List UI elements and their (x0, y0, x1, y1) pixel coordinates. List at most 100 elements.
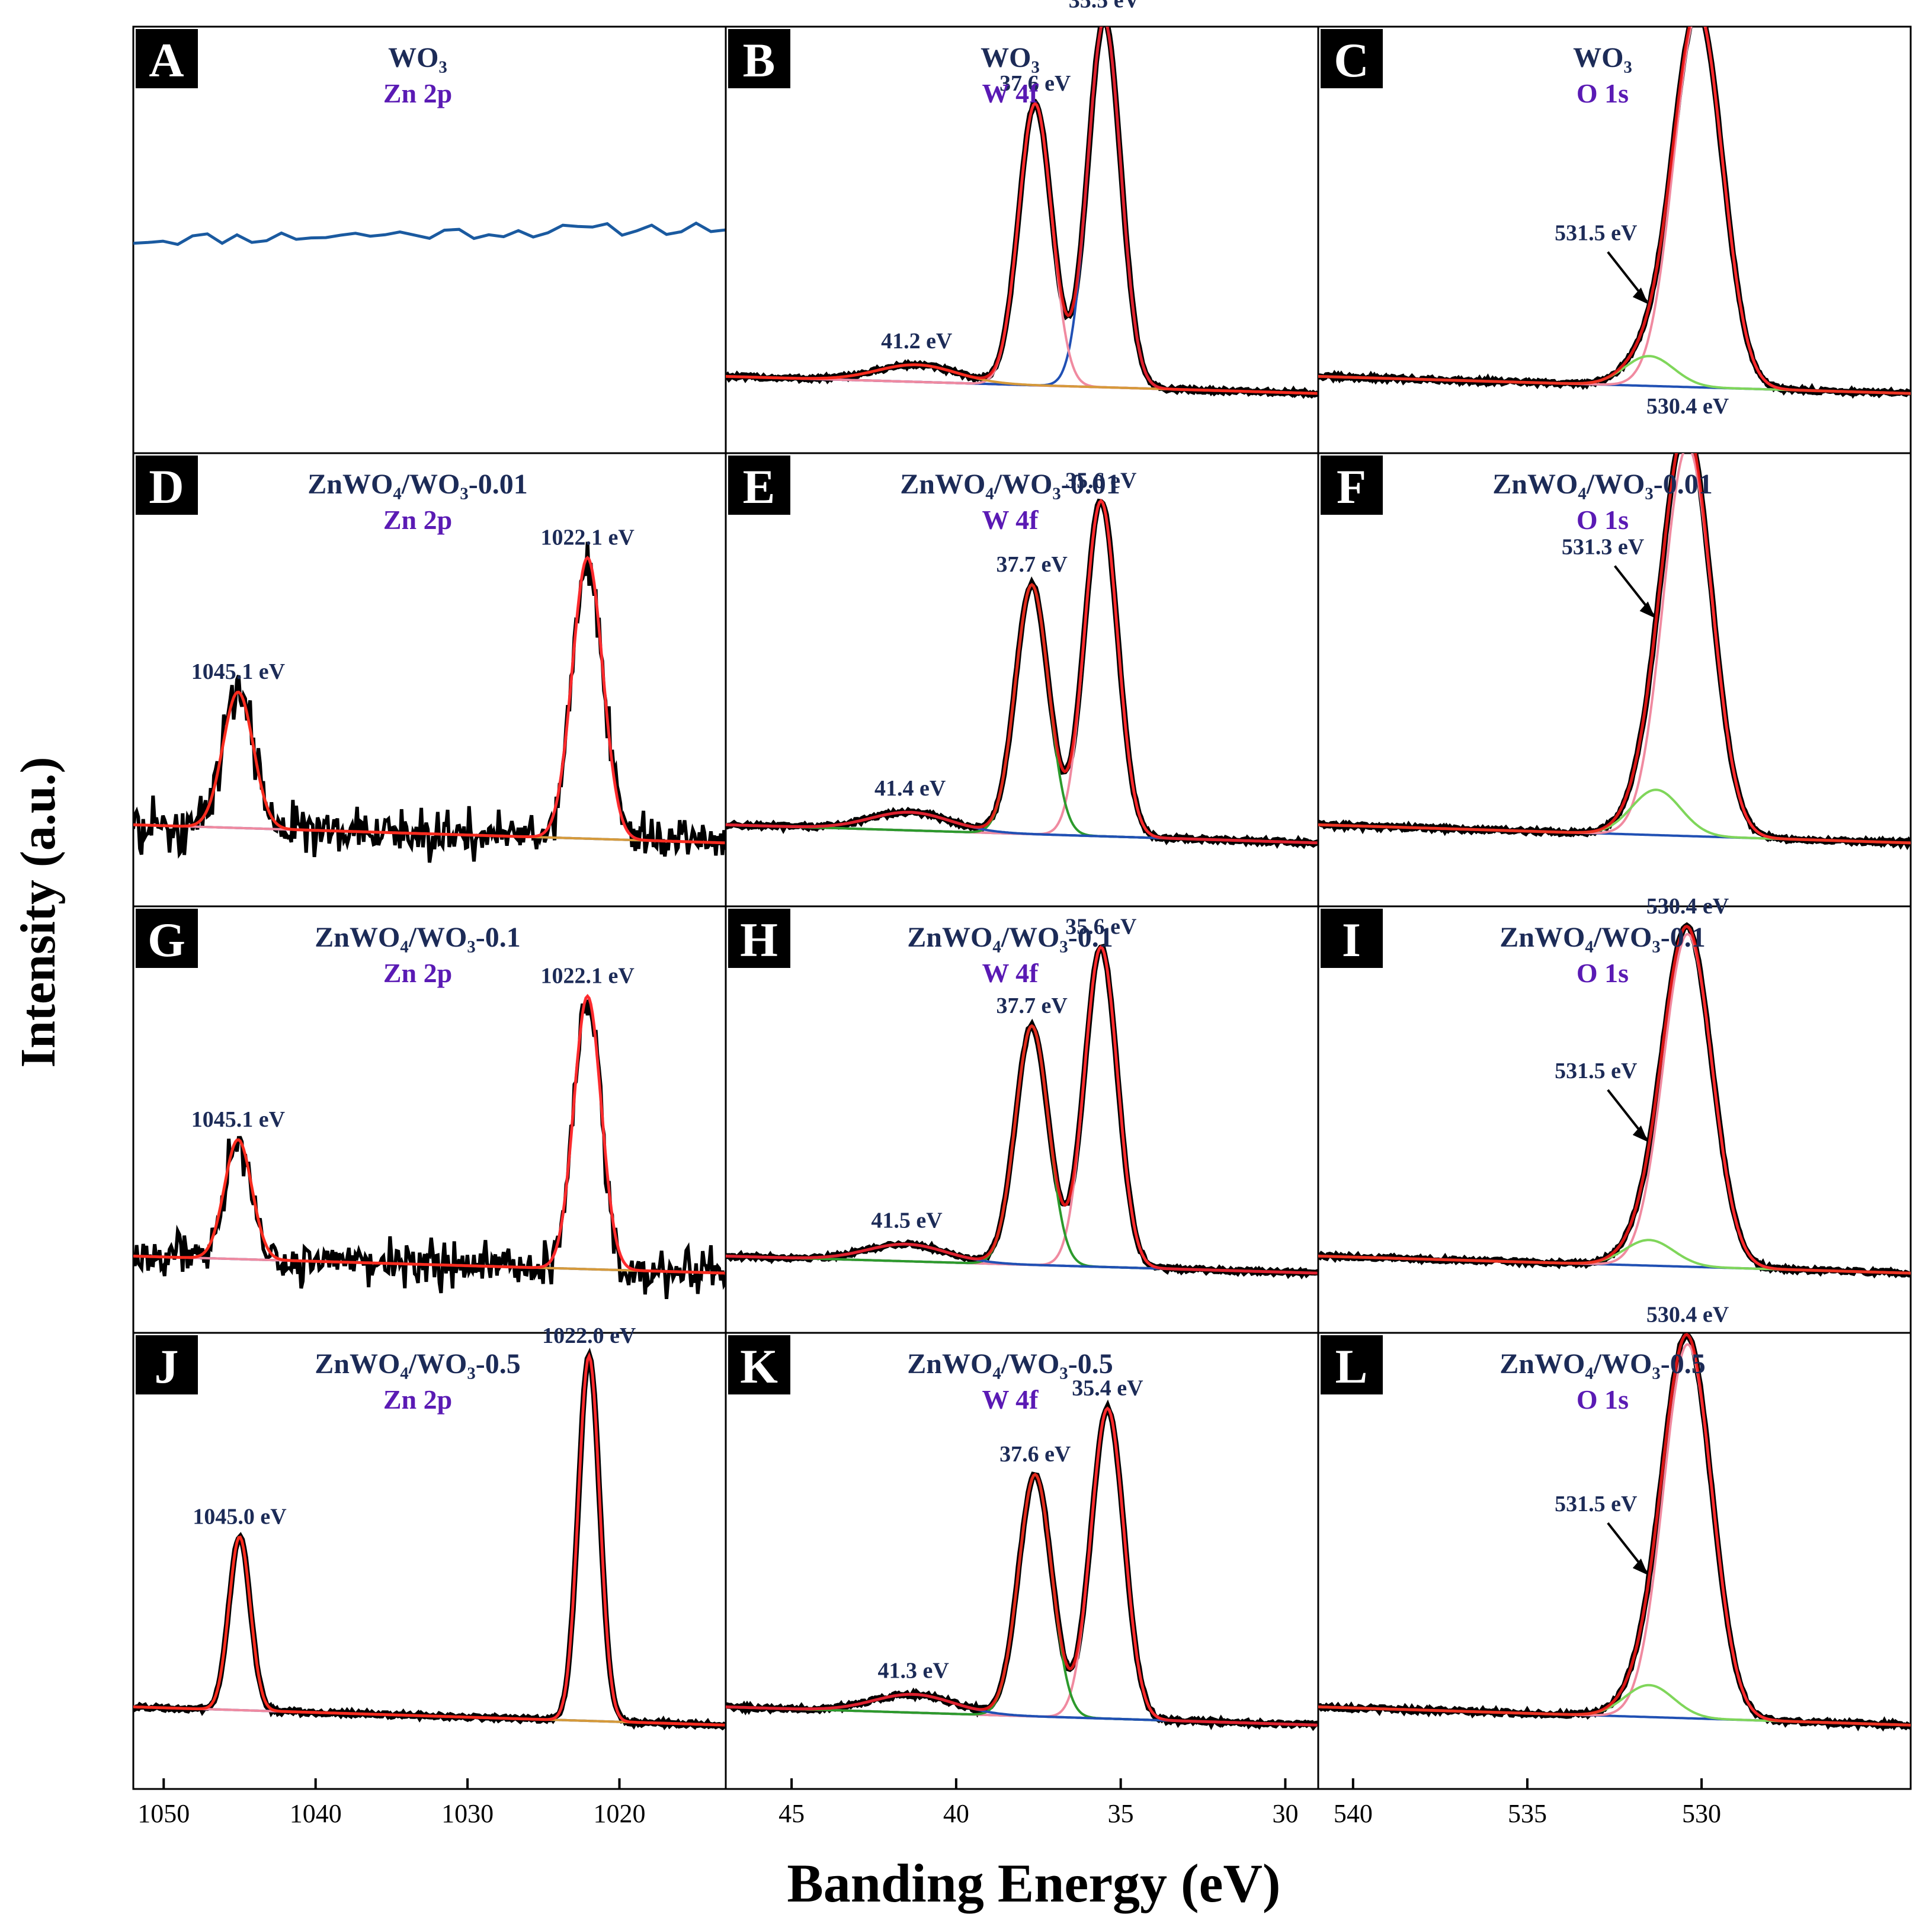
plot-area (133, 1348, 726, 1731)
orbital-title: O 1s (1577, 505, 1629, 535)
orbital-title: W 4f (982, 78, 1039, 108)
plot-area (133, 541, 726, 863)
panel-letter: G (148, 913, 185, 967)
x-tick-label: 35 (1108, 1799, 1134, 1828)
panel-letter-box (1321, 1335, 1383, 1394)
sample-title: ZnWO₄/WO₃-0.01 (900, 469, 1120, 500)
panel-g: 1022.1 eV 1045.1 eV G ZnWO₄/WO₃-0.1 Zn 2p (132, 905, 727, 1334)
fit-component-2 (726, 1473, 1318, 1727)
sample-title: ZnWO₄/WO₃-0.5 (315, 1348, 520, 1380)
fit-component-2 (133, 1535, 726, 1727)
plot-area (726, 1399, 1318, 1732)
sample-title: ZnWO₄/WO₃-0.01 (307, 469, 527, 500)
fit-component-1 (133, 994, 726, 1275)
orbital-title: Zn 2p (383, 505, 452, 535)
panel-letter-box (1321, 909, 1383, 968)
peak-label: 1045.1 eV (191, 1107, 286, 1132)
peak-label: 41.4 eV (874, 776, 946, 801)
panel-j: 1022.0 eV 1045.0 eV J ZnWO₄/WO₃-0.5 Zn 2p (132, 1323, 727, 1790)
peak-label: 531.5 eV (1555, 1059, 1638, 1083)
x-tick-label: 40 (943, 1799, 969, 1828)
sample-title: ZnWO₄/WO₃-0.5 (907, 1348, 1113, 1380)
raw-data-line (133, 999, 726, 1300)
peak-label: 35.5 eV (1069, 0, 1140, 13)
panel-letter-box (728, 456, 790, 515)
peak-label: 37.6 eV (999, 71, 1071, 96)
x-tick-label: 1020 (594, 1799, 646, 1828)
plot-area (1318, 27, 1911, 399)
sample-title: ZnWO₄/WO₃-0.5 (1500, 1348, 1705, 1380)
peak-label: 1022.0 eV (542, 1323, 636, 1348)
fit-envelope (1318, 925, 1911, 1275)
orbital-title: Zn 2p (383, 958, 452, 988)
x-tick-label: 535 (1508, 1799, 1547, 1828)
panel-letter-box (1321, 456, 1383, 515)
fit-envelope (1318, 453, 1911, 845)
fit-envelope (726, 498, 1318, 845)
panel-letter: A (149, 33, 184, 87)
plot-area (133, 993, 726, 1300)
peak-label: 530.4 eV (1646, 1303, 1729, 1328)
fit-component-2 (726, 102, 1318, 395)
panel-k: 35.4 eV 37.6 eV 41.3 eV K ZnWO₄/WO₃-0.5 W 4f (725, 1332, 1319, 1790)
fit-envelope (133, 993, 726, 1275)
fit-envelope (133, 555, 726, 845)
sample-title: ZnWO₄/WO₃-0.01 (1492, 469, 1712, 500)
peak-label: 35.6 eV (1065, 915, 1137, 940)
x-tick-label: 1030 (441, 1799, 494, 1828)
sample-title: ZnWO₄/WO₃-0.1 (1500, 922, 1705, 953)
panel-letter: D (149, 460, 184, 514)
peak-arrow-head (1639, 601, 1655, 618)
panel-letter: F (1337, 460, 1366, 514)
fit-envelope (1318, 1333, 1911, 1727)
panel-letter: H (740, 913, 778, 967)
plot-area (1318, 453, 1911, 851)
orbital-title: W 4f (982, 505, 1039, 535)
panel-letter: B (743, 33, 776, 87)
panel-letter-box (728, 909, 790, 968)
peak-label: 530.4 eV (1646, 894, 1729, 919)
x-tick-label: 530 (1682, 1799, 1721, 1828)
peak-label: 35.4 eV (1072, 1376, 1143, 1401)
panel-h: 35.6 eV 37.7 eV 41.5 eV H ZnWO₄/WO₃-0.1 W 4f (725, 905, 1319, 1334)
sample-title: WO₃ (981, 42, 1040, 73)
peak-label: 1045.1 eV (191, 659, 286, 684)
peak-label: 37.7 eV (997, 993, 1068, 1018)
panel-letter: L (1335, 1339, 1368, 1393)
plot-area (133, 221, 726, 246)
fit-component-2 (1318, 1684, 1911, 1727)
orbital-title: O 1s (1577, 78, 1629, 108)
panel-l: 530.4 eV 531.5 eV L ZnWO₄/WO₃-0.5 O 1s (1317, 1303, 1912, 1790)
orbital-title: Zn 2p (383, 78, 452, 108)
panel-i: 530.4 eV 531.5 eV I ZnWO₄/WO₃-0.1 O 1s (1317, 894, 1912, 1334)
fit-component-1 (133, 556, 726, 844)
plot-area (726, 498, 1318, 849)
panel-letter: E (743, 460, 776, 514)
sample-title: ZnWO₄/WO₃-0.1 (907, 922, 1113, 953)
panel-letter-box (136, 29, 198, 88)
fit-envelope (1318, 27, 1911, 395)
peak-label: 41.3 eV (878, 1658, 950, 1683)
peak-arrow-head (1632, 287, 1648, 304)
peak-label: 37.6 eV (999, 1442, 1071, 1467)
peak-label: 531.3 eV (1562, 534, 1645, 559)
panel-f: 530.4 eV 531.3 eV F ZnWO₄/WO₃-0.01 O 1s (1317, 394, 1912, 908)
wo3-zn2p-trace (133, 221, 726, 246)
peak-label: 530.4 eV (1646, 394, 1729, 419)
orbital-title: W 4f (982, 958, 1039, 988)
peak-label: 531.5 eV (1555, 1492, 1638, 1516)
panel-letter-box (136, 909, 198, 968)
peak-label: 35.6 eV (1065, 469, 1137, 493)
fit-envelope (726, 27, 1318, 395)
plot-area (1318, 1333, 1911, 1732)
x-tick-label: 30 (1272, 1799, 1298, 1828)
plot-area (726, 943, 1318, 1280)
peak-label: 1045.0 eV (193, 1504, 287, 1529)
peak-arrow-head (1632, 1559, 1648, 1576)
fit-envelope (133, 1352, 726, 1727)
panel-letter: C (1334, 33, 1369, 87)
panel-letter-box (728, 29, 790, 88)
orbital-title: O 1s (1577, 1384, 1629, 1415)
orbital-title: Zn 2p (383, 1384, 452, 1415)
